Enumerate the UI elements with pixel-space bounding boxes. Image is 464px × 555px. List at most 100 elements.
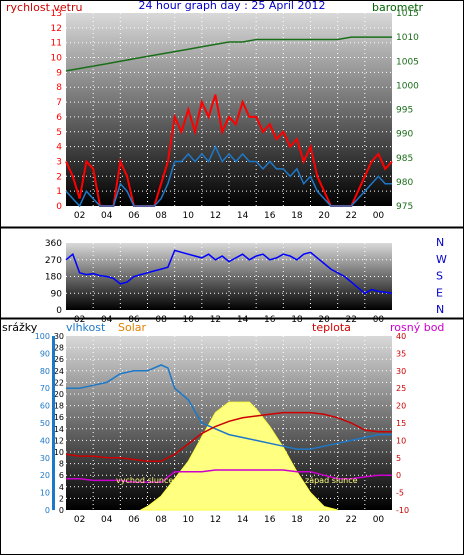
section-divider <box>0 226 464 229</box>
humidity-tick-label: 20 <box>54 390 64 399</box>
x-tick-label: 10 <box>183 315 195 325</box>
x-tick-label: 02 <box>74 315 85 325</box>
legend-solar: Solar <box>118 321 147 334</box>
direction-plot-area <box>66 243 392 310</box>
y-tick-label: 6 <box>56 113 62 123</box>
x-tick-label: 16 <box>264 315 276 325</box>
direction-label: N <box>436 236 444 249</box>
temp-tick-label: 0 <box>396 471 401 480</box>
x-tick-label: 08 <box>155 515 167 525</box>
rain-tick-label: 40 <box>40 436 50 445</box>
direction-line <box>65 249 393 295</box>
temp-tick-label: -5 <box>396 489 404 498</box>
y-tick-label: 985 <box>396 154 413 164</box>
y-tick-label: 975 <box>396 202 413 212</box>
humidity-tick-label: 14 <box>54 425 64 434</box>
humidity-series-group <box>65 364 392 483</box>
y-tick-label: 270 <box>45 256 62 266</box>
humidity-tick-label: 30 <box>54 332 64 341</box>
rain-tick-label: 20 <box>40 471 50 480</box>
x-tick-label: 04 <box>101 315 113 325</box>
y-tick-label: 180 <box>45 273 62 283</box>
rain-tick-label: 70 <box>40 384 50 393</box>
y-tick-label: 0 <box>56 306 62 316</box>
chart-title: 24 hour graph day : 25 April 2012 <box>139 0 326 12</box>
legend-temperature: teplota <box>312 321 351 334</box>
x-tick-label: 22 <box>346 315 357 325</box>
temp-tick-label: 10 <box>396 436 406 445</box>
y-tick-label: 1 <box>56 187 62 197</box>
y-tick-label: 90 <box>51 289 63 299</box>
x-tick-label: 16 <box>264 515 276 525</box>
y-tick-label: 0 <box>56 202 62 212</box>
x-tick-label: 22 <box>346 515 357 525</box>
rain-tick-label: 90 <box>40 349 50 358</box>
pressure-axis-title: barometr <box>372 1 424 14</box>
x-tick-label: 22 <box>346 211 357 221</box>
x-tick-label: 14 <box>237 211 249 221</box>
x-tick-label: 00 <box>373 315 385 325</box>
wind_avg-line <box>65 144 392 208</box>
legend-dewpoint: rosný bod <box>390 321 444 334</box>
humidity-tick-label: 28 <box>54 344 64 353</box>
x-tick-label: 04 <box>101 211 113 221</box>
humidity-ticks: 02 04 06 08 10 12 14 16 18 20 22 000102030405060708… <box>35 332 409 525</box>
direction-label: W <box>436 253 447 266</box>
temp-tick-label: -10 <box>396 506 409 515</box>
y-tick-label: 1005 <box>396 57 419 67</box>
x-tick-label: 18 <box>291 211 303 221</box>
y-tick-label: 3 <box>56 157 62 167</box>
temp-tick-label: 15 <box>396 419 406 428</box>
x-tick-label: 20 <box>318 315 330 325</box>
sunset-annotation: západ slunce <box>305 476 358 485</box>
wind-grid <box>66 13 392 206</box>
section-divider <box>0 317 464 320</box>
y-tick-label: 995 <box>396 106 413 116</box>
sunrise-annotation: vychod slunce <box>116 476 173 485</box>
humidity-tick-label: 24 <box>54 367 64 376</box>
x-tick-label: 14 <box>237 315 249 325</box>
x-tick-label: 10 <box>183 211 195 221</box>
y-tick-label: 13 <box>51 9 62 19</box>
direction-series-group <box>65 249 393 295</box>
direction-label: N <box>436 303 444 316</box>
temp-tick-label: 40 <box>396 332 406 341</box>
rain-tick-label: 50 <box>40 419 50 428</box>
rain-tick-label: 60 <box>40 402 50 411</box>
y-tick-label: 2 <box>56 172 62 182</box>
solar-series-group <box>140 401 338 511</box>
x-tick-label: 18 <box>291 515 303 525</box>
temp-tick-label: 30 <box>396 367 406 376</box>
dewpoint-line <box>66 469 392 483</box>
x-tick-label: 16 <box>264 211 276 221</box>
x-tick-label: 12 <box>210 515 221 525</box>
x-tick-label: 06 <box>128 315 140 325</box>
wind-series-group <box>65 36 393 208</box>
humidity-tick-label: 22 <box>54 378 64 387</box>
y-tick-label: 1015 <box>396 9 419 19</box>
temperature-line <box>65 411 392 463</box>
y-tick-label: 7 <box>56 98 62 108</box>
humidity-tick-label: 4 <box>59 483 64 492</box>
rain-tick-label: 0 <box>45 506 50 515</box>
humidity-tick-label: 0 <box>59 506 64 515</box>
legend-rain: srážky <box>2 321 38 334</box>
humidity-tick-label: 6 <box>59 471 64 480</box>
x-tick-label: 02 <box>74 515 85 525</box>
x-tick-label: 18 <box>291 315 303 325</box>
rain-tick-label: 100 <box>35 332 50 341</box>
rain-axis-bar <box>52 336 55 510</box>
x-tick-label: 20 <box>318 211 330 221</box>
x-tick-label: 08 <box>155 211 167 221</box>
direction-label: E <box>436 286 443 299</box>
x-tick-label: 00 <box>373 211 385 221</box>
humidity-tick-label: 16 <box>54 413 64 422</box>
humidity-tick-label: 18 <box>54 402 64 411</box>
x-tick-label: 04 <box>101 515 113 525</box>
direction-label: S <box>436 270 443 283</box>
y-tick-label: 8 <box>56 83 62 93</box>
x-tick-label: 06 <box>128 515 140 525</box>
temp-tick-label: 20 <box>396 402 406 411</box>
